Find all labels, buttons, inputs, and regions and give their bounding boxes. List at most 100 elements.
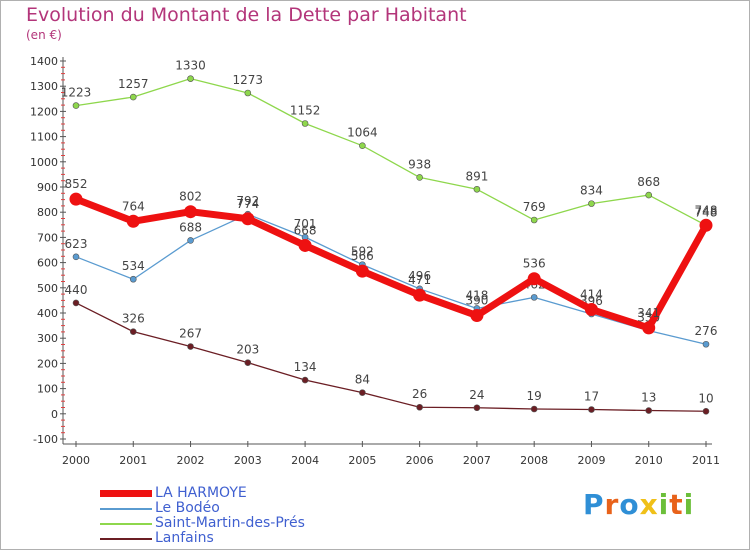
logo-letter: i [683,488,695,521]
x-tick-label: 2010 [635,454,663,467]
data-label: 868 [637,175,660,189]
legend-item: Le Bodéo [100,500,400,516]
series-line-le-bod-o [75,213,707,345]
data-point [244,89,252,97]
y-tick-label: 300 [37,332,58,345]
legend-swatch [100,538,152,540]
data-label: 24 [469,388,484,402]
data-point [588,406,595,413]
data-point [413,288,427,302]
data-point [699,218,713,232]
proxiti-logo: Proxiti [583,488,694,521]
data-label: 326 [122,312,145,326]
logo-letter: x [639,488,659,521]
data-point [129,328,137,335]
y-tick-label: 1400 [30,55,58,68]
data-label: 1064 [347,126,378,140]
data-point [241,212,255,226]
data-point [470,309,484,323]
data-point [187,237,194,244]
x-tick-label: 2005 [348,454,376,467]
legend-item: Lanfains [100,530,400,546]
y-axis-unit: (en €) [26,28,62,42]
data-point [642,321,656,335]
series-line-saint-martin-des-pr-s [75,77,707,226]
y-tick-label: 1100 [30,131,58,144]
data-point [473,185,481,193]
data-label: 134 [294,360,317,374]
data-label: 1152 [290,103,321,117]
legend-item: LA HARMOYE [100,485,400,501]
data-label: 19 [527,389,542,403]
y-tick-label: 0 [51,408,58,421]
data-point [416,403,423,411]
y-tick-label: 200 [37,357,58,370]
data-label: 592 [351,245,374,259]
data-point [584,302,598,316]
data-point [645,191,653,199]
legend-swatch [100,508,152,510]
data-label: 688 [179,220,202,234]
legend-label: LA HARMOYE [155,485,247,501]
data-point [129,275,137,283]
data-label: 84 [355,373,370,387]
data-label: 1257 [118,77,149,91]
data-label: 440 [65,283,88,297]
data-label: 13 [641,391,656,405]
x-tick-label: 2006 [406,454,434,467]
data-point [530,216,538,224]
data-label: 769 [523,200,546,214]
legend-swatch [100,523,152,525]
data-point [187,75,194,82]
data-label: 471 [408,273,431,287]
legend-swatch [100,490,152,497]
series-line-la-harmoye [74,195,710,332]
y-tick-label: 1300 [30,80,58,93]
data-label: 623 [65,237,88,251]
data-label: 852 [65,177,88,191]
data-label: 1223 [61,86,92,100]
data-point [184,205,198,219]
legend-label: Lanfains [155,530,214,546]
data-label: 267 [179,327,202,341]
logo-letter: i [658,488,670,521]
data-point [702,407,710,415]
x-tick-label: 2009 [577,454,605,467]
y-tick-label: 700 [37,231,58,244]
x-tick-label: 2001 [119,454,147,467]
y-tick-label: 400 [37,307,58,320]
data-label: 276 [695,324,718,338]
x-tick-label: 2002 [177,454,205,467]
x-tick-label: 2004 [291,454,319,467]
data-point [298,238,312,252]
data-point [645,407,653,414]
data-point [416,174,423,181]
data-label: 566 [351,249,374,263]
data-point [129,93,137,101]
x-tick-label: 2011 [692,454,720,467]
data-label: 26 [412,387,427,401]
logo-letter: t [669,488,684,521]
logo-letter: r [604,488,620,521]
y-tick-label: 1200 [30,105,58,118]
y-tick-label: 100 [37,383,58,396]
data-label: 418 [465,288,488,302]
y-tick-label: 800 [37,206,58,219]
data-label: 17 [584,390,599,404]
data-point [702,340,710,348]
x-tick-label: 2003 [234,454,262,467]
data-point [72,102,80,109]
data-label: 414 [580,287,603,301]
data-label: 792 [236,194,259,208]
data-point [359,389,366,396]
data-point [355,264,369,278]
data-label: 341 [637,306,660,320]
data-point [588,200,595,207]
data-label: 802 [179,190,202,204]
logo-letter: P [583,488,605,521]
data-point [126,214,140,228]
data-point [530,405,538,413]
data-label: 1330 [175,59,206,73]
data-label: 203 [236,343,259,357]
